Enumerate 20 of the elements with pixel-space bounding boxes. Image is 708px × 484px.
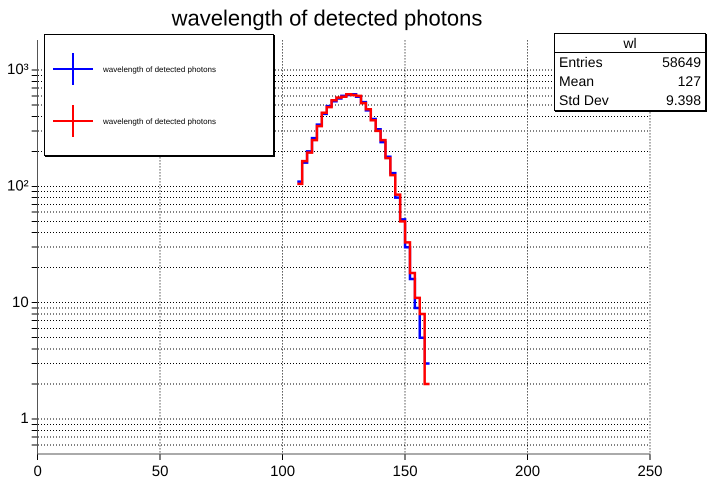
annotation: Entries (559, 53, 603, 72)
text: 127 (678, 72, 701, 91)
legend-label: wavelength of detected photons (103, 116, 216, 126)
y-tick-label: 1 (20, 410, 29, 428)
y-tick-label: 10 (12, 294, 29, 311)
y-tick-label: 10² (6, 178, 29, 195)
x-tick-label: 250 (637, 463, 663, 480)
y-tick-label: 10³ (6, 61, 29, 78)
annotation: Mean (559, 72, 594, 91)
legend-label: wavelength of detected photons (103, 64, 216, 74)
text: 58649 (662, 53, 701, 72)
x-tick-label: 0 (34, 463, 42, 480)
x-tick-label: 100 (270, 463, 296, 480)
x-tick-label: 200 (515, 463, 540, 480)
x-tick-label: 150 (392, 463, 418, 480)
annotation: Std Dev (559, 91, 609, 110)
chart-title: wavelength of detected photons (170, 5, 482, 30)
text: 9.398 (666, 91, 701, 110)
annotation: wl (555, 34, 705, 53)
x-tick-label: 50 (152, 463, 168, 480)
